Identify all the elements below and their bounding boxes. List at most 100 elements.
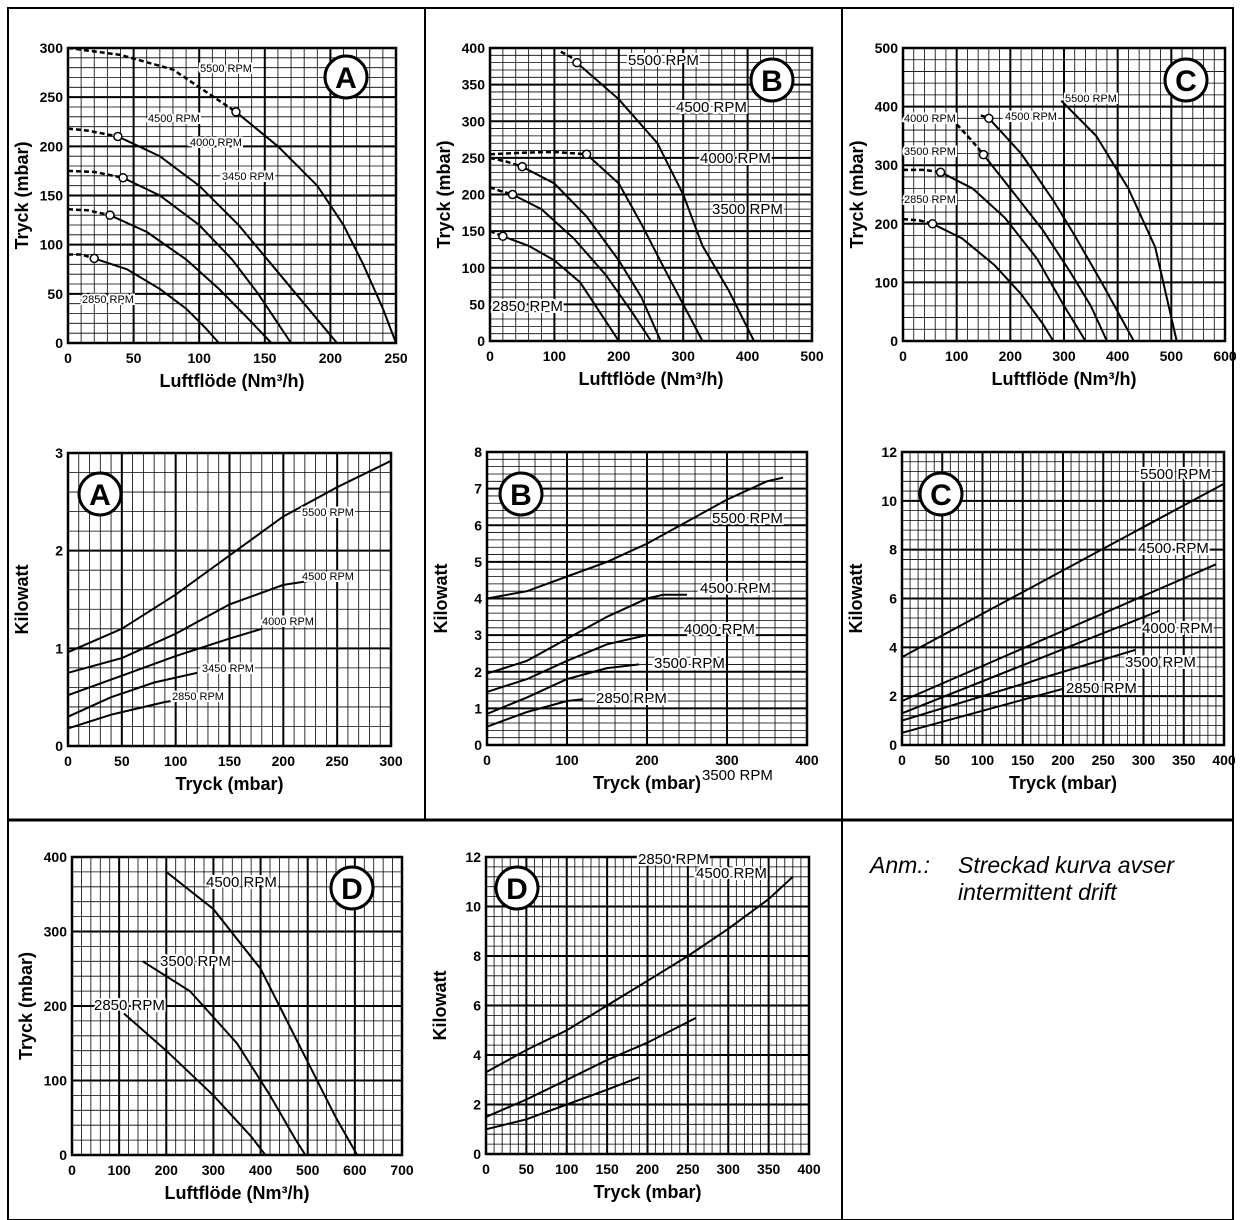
badge-letter: A (335, 62, 357, 95)
x-tick-label: 200 (636, 1161, 660, 1177)
series-label-4: 2850 RPM (172, 691, 224, 703)
x-tick-label: 150 (595, 1161, 619, 1177)
y-tick-label: 300 (875, 157, 899, 173)
x-tick-label: 300 (1132, 752, 1156, 768)
series-label-2: 4000 RPM (262, 616, 314, 628)
series-line-1 (486, 593, 687, 675)
y-tick-label: 50 (469, 296, 485, 312)
footnote-line-2: intermittent drift (958, 879, 1117, 905)
series-line-0 (901, 482, 1225, 658)
series-line-0 (67, 459, 392, 654)
series-label-1: 3500 RPM (160, 953, 231, 970)
x-tick-label: 300 (715, 752, 739, 768)
y-tick-label: 7 (474, 481, 482, 497)
series-line-0 (485, 876, 794, 1074)
series-dashed-2 (955, 123, 985, 156)
series-label-4: 2850 RPM (492, 298, 563, 315)
y-axis-label: Kilowatt (12, 564, 32, 634)
x-tick-label: 200 (999, 348, 1023, 364)
x-axis-label: Tryck (mbar) (593, 1182, 701, 1202)
series-line-2 (901, 609, 1160, 715)
y-tick-label: 400 (462, 40, 486, 56)
y-tick-label: 3 (474, 627, 482, 643)
series-label-4: 2850 RPM (596, 690, 667, 707)
x-tick-label: 200 (635, 752, 659, 768)
series-dashed-4 (68, 253, 95, 260)
y-tick-label: 0 (55, 738, 63, 754)
series-label-0: 5500 RPM (1140, 466, 1211, 483)
chart-B-power: 0 100 200 300 400 0 1 2 3 4 5 6 7 8 Tryck (mbar) Kilowa… (431, 444, 819, 793)
series-label-0: 4500 RPM (696, 865, 767, 882)
y-tick-label: 4 (474, 591, 482, 607)
x-tick-label: 150 (253, 350, 277, 366)
series-line-4 (67, 696, 198, 730)
y-tick-label: 0 (55, 335, 63, 351)
outer-frame (7, 7, 1234, 1220)
badge-circle (329, 865, 375, 911)
x-tick-label: 0 (483, 752, 491, 768)
y-tick-label: 100 (40, 237, 64, 253)
y-tick-label: 2 (474, 664, 482, 680)
y-tick-label: 8 (473, 948, 481, 964)
series-dashed-3 (67, 208, 111, 217)
series-line-3 (901, 648, 1136, 722)
y-tick-label: 200 (875, 216, 899, 232)
x-tick-label: 150 (1011, 752, 1035, 768)
x-axis-label: Luftflöde (Nm³/h) (165, 1183, 310, 1203)
y-tick-label: 200 (462, 187, 486, 203)
series-line-4 (502, 235, 620, 342)
series-marker-1 (581, 149, 592, 159)
badge-circle (918, 471, 964, 517)
x-tick-label: 50 (934, 752, 950, 768)
x-tick-label: 100 (971, 752, 995, 768)
x-tick-label: 50 (114, 753, 130, 769)
y-axis-label: Tryck (mbar) (16, 952, 36, 1060)
series-line-1 (485, 1017, 697, 1118)
series-label-1: 4500 RPM (302, 571, 354, 583)
x-tick-label: 500 (800, 348, 824, 364)
series-label-3: 3500 RPM (712, 201, 783, 218)
badge-letter: C (930, 479, 952, 512)
x-axis-label: Tryck (mbar) (175, 774, 283, 794)
series-line-1 (117, 135, 338, 344)
footnote-line-1: Streckad kurva avser (958, 852, 1175, 878)
series-label-0: 4500 RPM (206, 874, 277, 891)
y-tick-label: 300 (40, 40, 64, 56)
series-line-2 (67, 627, 263, 697)
y-tick-label: 6 (473, 998, 481, 1014)
x-tick-label: 600 (343, 1162, 367, 1178)
series-label-1: 4500 RPM (1005, 111, 1057, 123)
y-tick-label: 200 (40, 138, 64, 154)
plot-frame (70, 855, 404, 1157)
series-label-2: 2850 RPM (94, 997, 165, 1014)
badge-circle (1163, 57, 1209, 103)
chart-A-power: 0 50 100 150 200 250 300 0 1 2 3 Tryck (mbar) Kilowa… (12, 445, 403, 794)
x-tick-label: 400 (1212, 752, 1236, 768)
series-label-2: 4000 RPM (1142, 620, 1213, 637)
x-tick-label: 150 (218, 753, 242, 769)
x-tick-label: 100 (555, 752, 579, 768)
series-line-3 (512, 193, 652, 342)
series-label-4: 2850 RPM (1066, 680, 1137, 697)
y-tick-label: 400 (875, 99, 899, 115)
series-line-2 (122, 176, 292, 344)
series-marker-3 (507, 189, 518, 200)
x-tick-label: 250 (384, 350, 408, 366)
series-marker-2 (978, 149, 989, 160)
y-tick-label: 100 (462, 260, 486, 276)
y-tick-label: 10 (465, 899, 481, 915)
x-tick-label: 200 (319, 350, 343, 366)
badge-circle (498, 471, 544, 517)
x-tick-label: 250 (676, 1161, 700, 1177)
series-label-2: 4000 RPM (684, 621, 755, 638)
x-tick-label: 250 (1092, 752, 1116, 768)
x-tick-label: 200 (272, 753, 296, 769)
x-axis-label: Luftflöde (Nm³/h) (992, 369, 1137, 389)
x-tick-label: 50 (519, 1161, 535, 1177)
series-line-4 (93, 257, 220, 344)
x-tick-label: 100 (107, 1162, 131, 1178)
series-dashed-2 (489, 156, 523, 168)
badge-letter: B (761, 65, 783, 98)
series-label-2: 4000 RPM (700, 150, 771, 167)
series-marker-1 (113, 131, 123, 142)
